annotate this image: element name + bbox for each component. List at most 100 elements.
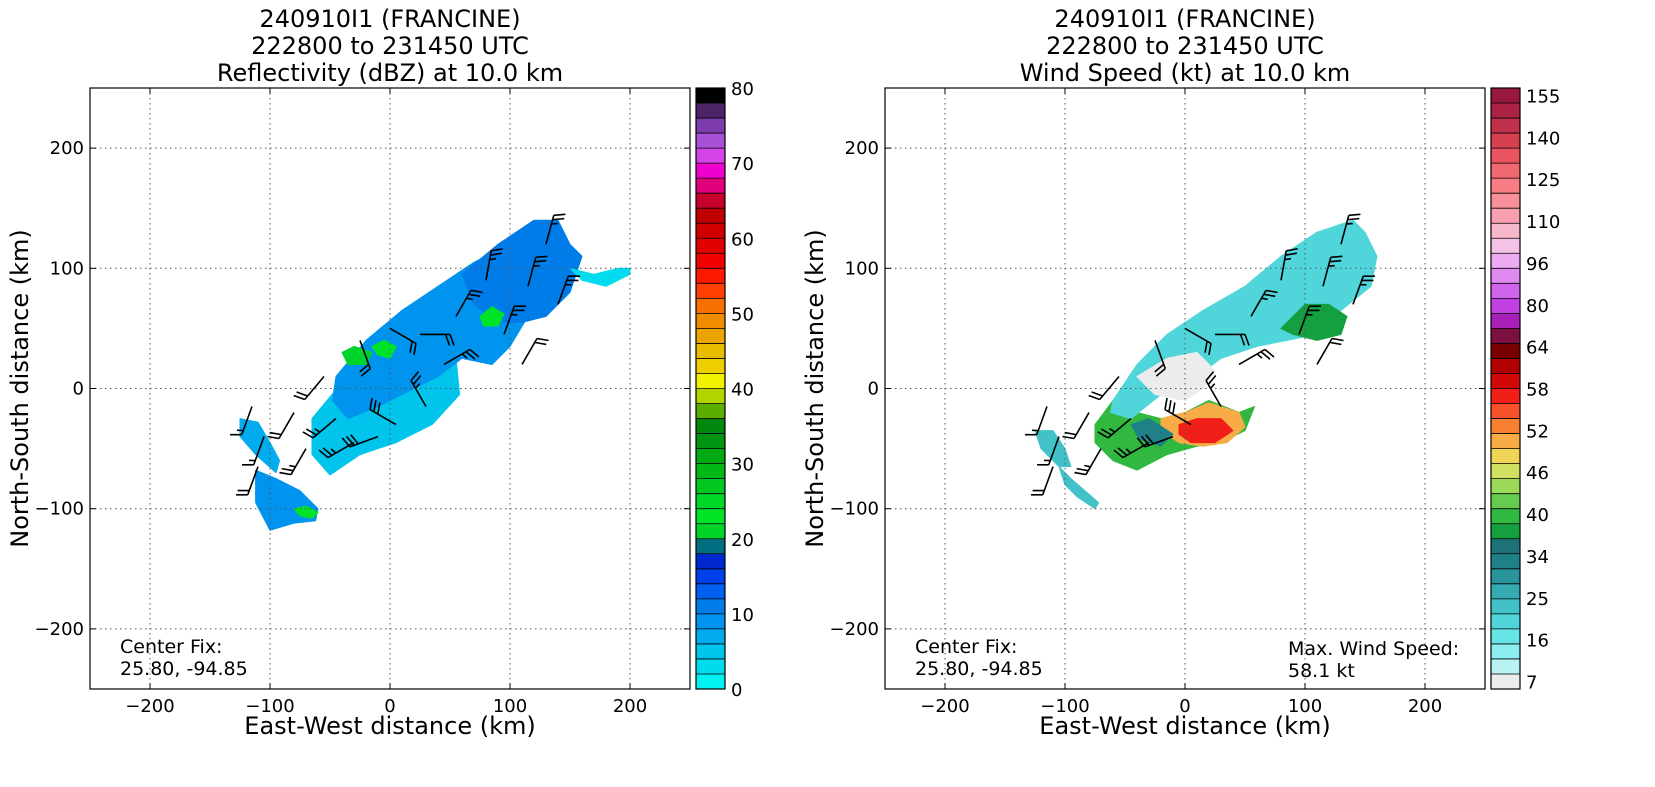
colorbar-tick-label: 50 <box>731 304 754 325</box>
y-tick-label: −200 <box>830 619 879 640</box>
x-axis-label: East-West distance (km) <box>1039 712 1330 740</box>
wind-barb <box>1340 213 1361 245</box>
colorbar-segment <box>696 238 725 254</box>
colorbar-tick-label: 60 <box>731 229 754 250</box>
wind-barb <box>369 397 397 426</box>
wind-barb <box>1062 412 1090 440</box>
colorbar-segment <box>1491 583 1520 600</box>
wind-barb <box>267 412 295 440</box>
chart-title-line-3: Reflectivity (dBZ) at 10.0 km <box>217 59 563 87</box>
y-axis-label: North-South distance (km) <box>801 229 829 548</box>
colorbar-segment <box>1491 328 1520 344</box>
colorbar-segment <box>696 403 725 419</box>
wind-barb <box>410 371 427 407</box>
wind-barb <box>1215 333 1250 346</box>
colorbar-segment <box>1491 433 1520 449</box>
colorbar-segment <box>696 133 725 149</box>
colorbar-segment <box>1491 388 1520 404</box>
wind-barb <box>1316 337 1344 365</box>
colorbar-segment <box>696 613 725 630</box>
colorbar-tick-label: 40 <box>1526 505 1549 526</box>
wind-barb <box>293 375 325 401</box>
colorbar-segment <box>1491 238 1520 254</box>
colorbar-segment <box>1491 373 1520 389</box>
colorbar-segment <box>1491 643 1520 660</box>
colorbar-segment <box>1491 193 1520 209</box>
wind-barb <box>1238 348 1275 366</box>
colorbar-segment <box>1491 208 1520 224</box>
wind-barb <box>359 340 372 377</box>
wind-barb <box>455 289 483 317</box>
wind-barb <box>527 255 548 287</box>
colorbar-segment <box>696 88 725 104</box>
grid <box>90 88 690 689</box>
max-wind-speed-line-2: 58.1 kt <box>1288 660 1355 682</box>
colorbar-tick-label: 46 <box>1526 463 1549 484</box>
chart-title-line-2: 222800 to 231450 UTC <box>251 32 529 60</box>
colorbar-segment <box>696 523 725 540</box>
colorbar-tick-label: 16 <box>1526 631 1549 652</box>
colorbar-tick-label: 58 <box>1526 380 1549 401</box>
colorbar-segment <box>696 328 725 344</box>
wind-barb <box>1184 327 1212 356</box>
grid <box>885 88 1485 689</box>
colorbar-tick-label: 155 <box>1526 87 1560 108</box>
colorbar-segment <box>1491 553 1520 570</box>
colorbar-tick-label: 10 <box>731 605 754 626</box>
colorbar-segment <box>696 433 725 449</box>
colorbar-tick-label: 125 <box>1526 170 1560 191</box>
echo-region <box>293 505 319 519</box>
wind-barb <box>236 466 259 496</box>
wind-barb <box>1154 340 1167 377</box>
colorbar-segment <box>696 448 725 464</box>
colorbar-segment <box>696 583 725 600</box>
x-tick-label: 200 <box>1408 696 1442 717</box>
y-axis-label: North-South distance (km) <box>6 229 34 548</box>
x-tick-label: 0 <box>384 696 395 717</box>
colorbar-segment <box>696 463 725 479</box>
chart-title-line-1: 240910I1 (FRANCINE) <box>1054 5 1315 33</box>
wind-barb <box>1352 275 1375 305</box>
wind-barb <box>503 305 526 335</box>
center-fix-line-1: Center Fix: <box>120 636 222 658</box>
colorbar: 0 10 20 30 40 50 60 70 80 <box>695 79 754 701</box>
colorbar-segment <box>1491 493 1520 509</box>
x-tick-label: −200 <box>920 696 969 717</box>
colorbar-segment <box>1491 163 1520 179</box>
wind-barb <box>1136 434 1174 448</box>
wind-barbs <box>1025 213 1375 496</box>
wind-barb <box>1031 466 1054 496</box>
colorbar-tick-label: 80 <box>1526 296 1549 317</box>
wind-barb <box>1250 289 1278 317</box>
y-tick-label: 200 <box>845 138 879 159</box>
colorbar-segment <box>696 418 725 434</box>
echo-regions <box>1034 219 1378 510</box>
colorbar-segment <box>1491 88 1520 104</box>
colorbar-segment <box>696 538 725 555</box>
colorbar-tick-label: 80 <box>731 79 754 100</box>
colorbar-segment <box>696 568 725 585</box>
colorbar-segment <box>1491 598 1520 615</box>
chart-title-line-3: Wind Speed (kt) at 10.0 km <box>1020 59 1351 87</box>
y-tick-label: −200 <box>35 619 84 640</box>
wind-barb <box>1074 448 1102 476</box>
colorbar-segment <box>1491 403 1520 419</box>
colorbar-tick-label: 7 <box>1526 672 1537 693</box>
colorbar-segment <box>696 553 725 570</box>
chart-title-line-2: 222800 to 231450 UTC <box>1046 32 1324 60</box>
colorbar-segment <box>696 358 725 374</box>
echo-region <box>1130 418 1174 447</box>
x-tick-label: −200 <box>125 696 174 717</box>
colorbar-segment <box>1491 448 1520 464</box>
wind-barb <box>1205 371 1222 407</box>
colorbar-segment <box>1491 508 1520 525</box>
colorbar-segment <box>1491 343 1520 359</box>
wind-barb <box>302 417 337 439</box>
colorbar-frame <box>1490 87 1521 690</box>
echo-region <box>569 267 631 287</box>
colorbar-segment <box>696 493 725 509</box>
echo-region <box>1178 418 1234 444</box>
colorbar-segment <box>1491 298 1520 314</box>
echo-region <box>1280 303 1348 341</box>
